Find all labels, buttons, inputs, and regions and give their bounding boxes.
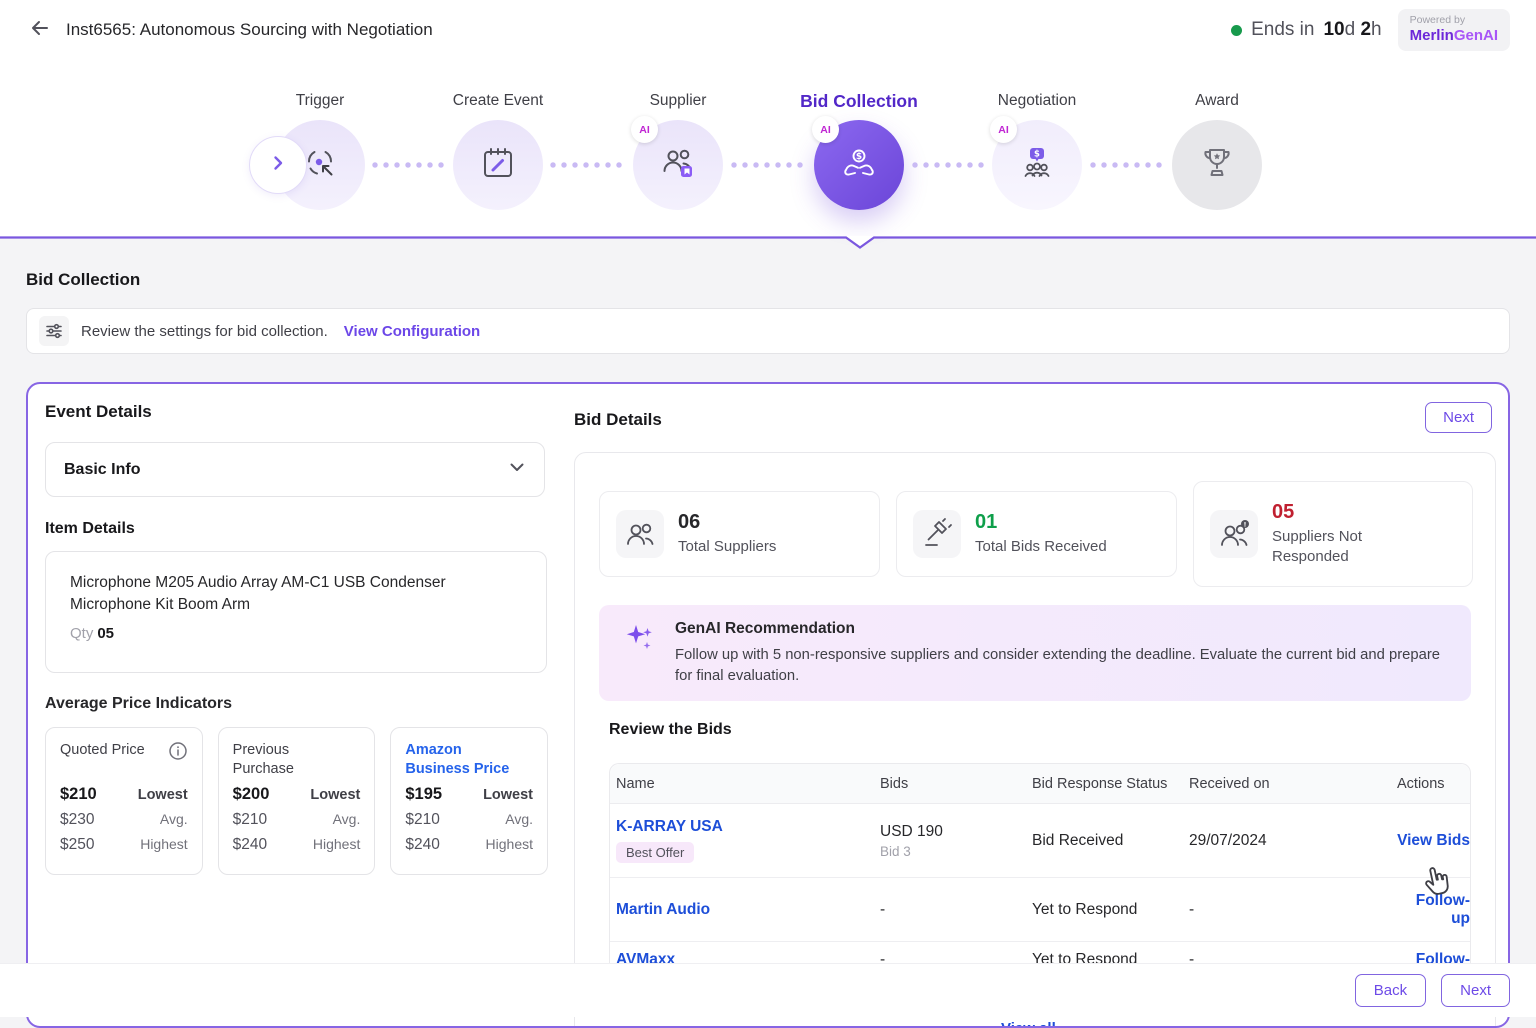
chevron-down-icon <box>508 458 526 481</box>
suppliers-icon <box>616 510 664 558</box>
step-negotiation[interactable]: Negotiation AI $ <box>947 88 1127 210</box>
table-header-row: Name Bids Bid Response Status Received o… <box>610 764 1470 804</box>
item-card: Microphone M205 Audio Array AM-C1 USB Co… <box>45 551 547 673</box>
section-title: Bid Collection <box>26 270 141 289</box>
previous-purchase-card: Previous Purchase $200 Lowest $210 Avg. $2… <box>217 727 376 875</box>
config-bar: Review the settings for bid collection. … <box>26 308 1510 354</box>
supplier-people-icon <box>659 144 697 187</box>
hand-cursor-icon <box>1418 863 1455 905</box>
back-button-footer[interactable]: Back <box>1354 974 1427 1007</box>
event-details-title: Event Details <box>45 402 152 421</box>
config-note: Review the settings for bid collection. <box>81 322 328 340</box>
powered-by-badge: Powered by MerlinGenAI <box>1397 9 1510 51</box>
step-award[interactable]: Award <box>1127 88 1307 210</box>
gavel-icon <box>913 510 961 558</box>
page-title: Inst6565: Autonomous Sourcing with Negot… <box>66 20 433 39</box>
best-offer-badge: Best Offer <box>616 842 695 863</box>
genai-body: Follow up with 5 non-responsive supplier… <box>675 647 1440 685</box>
deadline-countdown: Ends in 10d 2h <box>1231 19 1382 41</box>
bid-details-container: 06 Total Suppliers 01 Total Bids Receive… <box>574 452 1496 1026</box>
basic-info-dropdown[interactable]: Basic Info <box>45 442 545 497</box>
item-name: Microphone M205 Audio Array AM-C1 USB Co… <box>70 574 446 613</box>
stepper-connector <box>731 162 805 168</box>
review-bids-title: Review the Bids <box>609 721 732 738</box>
genai-title: GenAI Recommendation <box>675 620 855 637</box>
trophy-icon <box>1199 145 1235 186</box>
price-indicator-cards: Quoted Price $210 Lowest $230 Avg. $250 Hig… <box>45 727 549 875</box>
sliders-icon <box>39 316 69 346</box>
view-all-link[interactable]: View all <box>1001 1020 1056 1026</box>
svg-text:$: $ <box>1034 149 1040 159</box>
step-bid-collection[interactable]: Bid Collection AI $ <box>769 88 949 210</box>
bid-stats-row: 06 Total Suppliers 01 Total Bids Receive… <box>599 481 1473 587</box>
bid-amount: USD 190 <box>880 822 943 840</box>
step-create-event[interactable]: Create Event <box>408 88 588 210</box>
step-supplier[interactable]: Supplier AI <box>588 88 768 210</box>
sparkles-icon <box>623 620 657 686</box>
total-suppliers-card: 06 Total Suppliers <box>599 491 880 577</box>
bid-collection-panel: Event Details Basic Info Item Details Mi… <box>26 382 1510 1028</box>
suppliers-alert-icon: ! <box>1210 510 1258 558</box>
top-bar: Inst6565: Autonomous Sourcing with Negot… <box>0 0 1536 236</box>
table-row: K-ARRAY USA Best Offer USD 190 Bid 3 Bid… <box>610 804 1470 895</box>
svg-text:$: $ <box>856 152 862 162</box>
chevron-right-icon <box>269 154 287 177</box>
brand-genai: GenAI <box>1453 26 1498 44</box>
qty-value: 05 <box>97 625 115 642</box>
negotiation-chat-icon: $ <box>1019 145 1055 186</box>
stepper-connector <box>550 162 624 168</box>
supplier-link[interactable]: Martin Audio <box>616 900 711 918</box>
view-bids-link[interactable]: View Bids <box>1397 831 1470 849</box>
bid-details-next-button[interactable]: Next <box>1425 402 1492 433</box>
next-button-footer[interactable]: Next <box>1441 974 1510 1007</box>
arrow-left-icon <box>28 16 52 45</box>
ai-badge: AI <box>812 116 839 143</box>
ai-badge: AI <box>990 116 1017 143</box>
ai-badge: AI <box>631 116 658 143</box>
amazon-business-price-card: Amazon Business Price $195 Lowest $210 Avg… <box>390 727 549 875</box>
genai-recommendation-banner: GenAI Recommendation Follow up with 5 no… <box>599 605 1471 701</box>
hands-coin-icon: $ <box>839 143 879 188</box>
stepper-divider-notch <box>0 236 1536 249</box>
price-indicators-title: Average Price Indicators <box>45 695 233 712</box>
stepper-connector <box>372 162 446 168</box>
total-bids-card: 01 Total Bids Received <box>896 491 1177 577</box>
bid-status: Bid Received <box>1032 831 1124 849</box>
supplier-link[interactable]: K-ARRAY USA <box>616 818 723 835</box>
stepper-connector <box>1090 162 1164 168</box>
stepper-prev-button[interactable] <box>249 136 307 194</box>
trigger-radar-icon <box>301 144 339 187</box>
brand-merlin: Merlin <box>1409 26 1454 44</box>
footer-bar: Back Next <box>0 963 1536 1017</box>
table-row: Martin Audio - Yet to Respond - Follow-u… <box>610 878 1470 942</box>
item-details-title: Item Details <box>45 520 135 537</box>
qty-label: Qty <box>70 625 94 642</box>
suppliers-not-responded-card: ! 05 Suppliers Not Responded <box>1193 481 1473 587</box>
follow-up-link[interactable]: Follow-up <box>1415 891 1470 927</box>
amazon-business-price-link[interactable]: Amazon Business Price <box>405 742 510 777</box>
header-row: Inst6565: Autonomous Sourcing with Negot… <box>0 0 1536 60</box>
info-icon[interactable] <box>168 741 188 767</box>
svg-text:!: ! <box>1244 520 1247 528</box>
stepper-connector <box>912 162 986 168</box>
calendar-edit-icon <box>480 145 516 186</box>
quoted-price-card: Quoted Price $210 Lowest $230 Avg. $250 Hig… <box>45 727 203 875</box>
bid-details-title: Bid Details <box>574 410 662 429</box>
back-button[interactable] <box>26 16 54 44</box>
bid-count: Bid 3 <box>880 843 911 859</box>
received-date: 29/07/2024 <box>1189 831 1267 849</box>
status-dot-icon <box>1231 24 1243 36</box>
view-configuration-link[interactable]: View Configuration <box>343 322 481 340</box>
